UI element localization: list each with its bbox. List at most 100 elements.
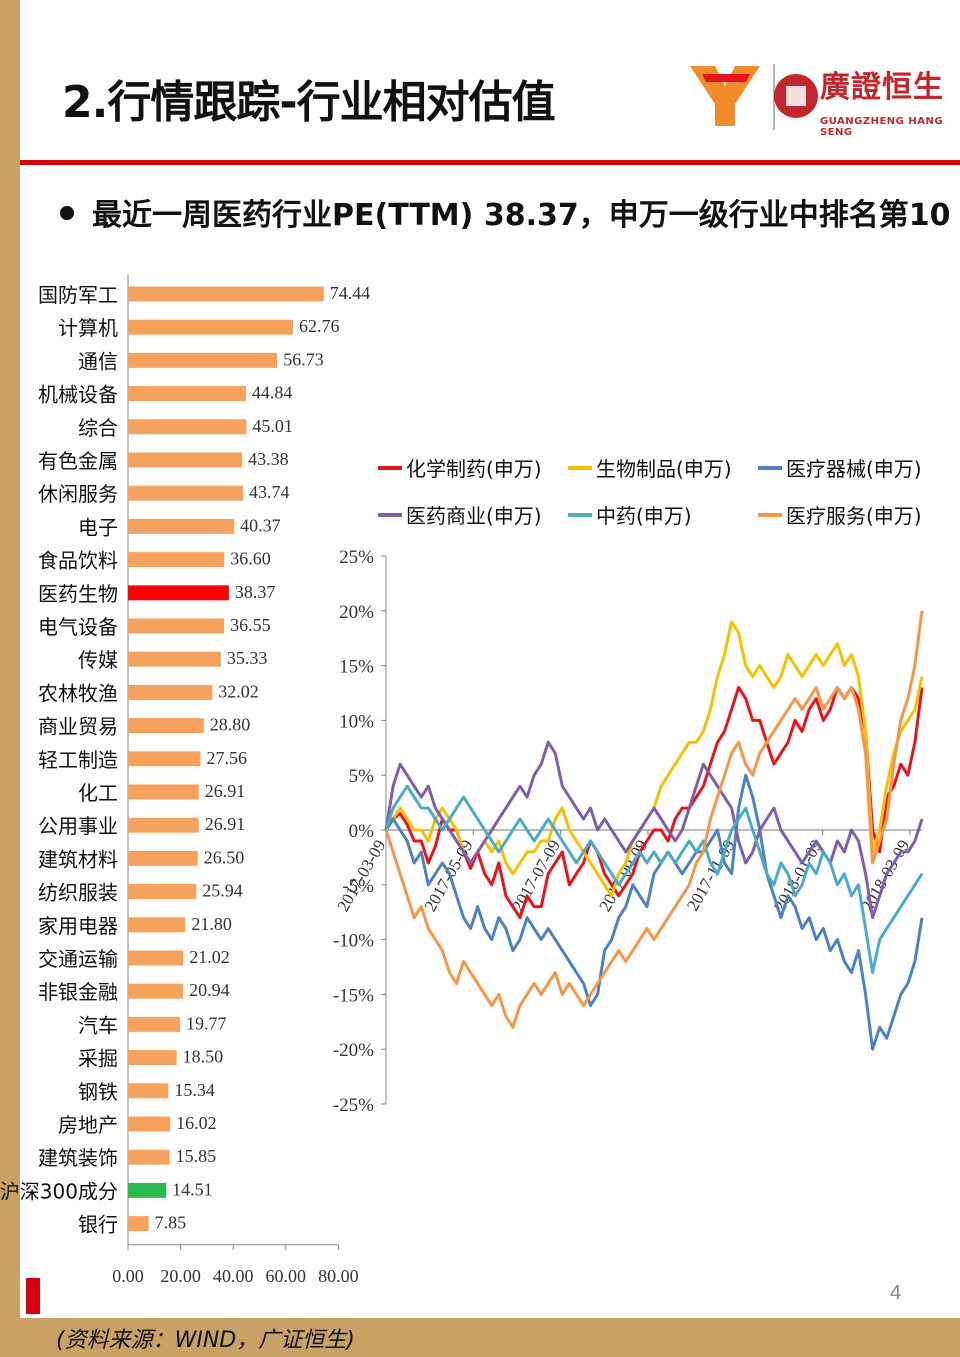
bar-category-label: 食品饮料	[38, 549, 118, 573]
bar-category-label: 房地产	[58, 1113, 118, 1137]
legend-label: 生物制品(申万)	[596, 457, 732, 481]
bar-category-label: 休闲服务	[38, 482, 118, 506]
bar	[128, 1216, 149, 1232]
legend-label: 医药商业(申万)	[406, 504, 542, 528]
bar-value-label: 43.38	[248, 449, 289, 469]
bar-value-label: 19.77	[186, 1013, 227, 1033]
legend-label: 中药(申万)	[596, 504, 692, 528]
bar-value-label: 35.33	[227, 648, 268, 668]
bar	[128, 784, 199, 800]
bar-category-label: 钢铁	[78, 1080, 118, 1104]
bar-value-label: 15.34	[174, 1080, 215, 1100]
bar-value-label: 36.55	[230, 615, 271, 635]
bar	[128, 452, 243, 468]
bar	[128, 352, 278, 368]
bar-value-label: 32.02	[218, 681, 258, 701]
bar-x-tick-label: 0.00	[112, 1266, 144, 1286]
bar-value-label: 14.51	[172, 1179, 213, 1199]
legend-label: 医疗服务(申万)	[786, 504, 922, 528]
line-y-tick-label: -15%	[333, 985, 374, 1006]
bar-x-tick-label: 60.00	[266, 1266, 307, 1286]
bar	[128, 319, 294, 335]
bar-category-label: 建筑装饰	[38, 1146, 118, 1170]
bar-value-label: 74.44	[330, 283, 371, 303]
charts-canvas: 国防军工 74.44 计算机 62.76 通信 56.73 机械设备 44.84 综合 45.01…	[0, 274, 924, 1286]
source-note: (资料来源：WIND，广证恒生)	[56, 1328, 355, 1353]
bar	[128, 618, 225, 634]
bar-category-label: 国防军工	[38, 283, 118, 307]
logo-english: GUANGZHENG HANG SENG	[820, 116, 944, 138]
bar	[128, 1116, 171, 1132]
bar-category-label: 家用电器	[38, 914, 118, 938]
bar-value-label: 7.85	[155, 1213, 187, 1233]
bar-category-label: 纺织服装	[38, 881, 118, 905]
series-line	[384, 610, 924, 1029]
bar-value-label: 21.02	[189, 947, 230, 967]
bar	[128, 552, 225, 568]
bar-value-label: 28.80	[210, 715, 251, 735]
bar-category-label: 非银金融	[38, 980, 118, 1004]
bar-value-label: 56.73	[283, 349, 324, 369]
title-divider	[20, 160, 960, 165]
pe-bar-chart: 国防军工 74.44 计算机 62.76 通信 56.73 机械设备 44.84 综合 45.01…	[0, 274, 370, 1286]
bar-x-tick-label: 20.00	[160, 1266, 201, 1286]
bar	[128, 850, 198, 866]
bar-category-label: 化工	[78, 781, 118, 805]
bar-category-label: 汽车	[78, 1013, 118, 1037]
bar	[128, 651, 221, 667]
bar-category-label: 建筑材料	[38, 847, 118, 871]
relative-return-line-chart: 25%20%15%10%5%0%-5%-10%-15%-20%-25%2017-…	[333, 457, 924, 1116]
bar	[128, 1016, 180, 1032]
bar-category-label: 商业贸易	[38, 715, 118, 739]
line-y-tick-label: -5%	[342, 876, 374, 897]
bar	[128, 386, 246, 402]
left-accent-bar	[0, 0, 20, 1357]
company-logo	[690, 64, 818, 130]
bar	[128, 585, 229, 601]
bar	[128, 518, 235, 534]
footer-accent	[26, 1278, 40, 1314]
bar-category-label: 机械设备	[38, 383, 118, 407]
bar-value-label: 44.84	[252, 383, 293, 403]
bar	[128, 1182, 167, 1198]
bar-value-label: 15.85	[176, 1146, 217, 1166]
series-line	[384, 784, 924, 974]
bar-category-label: 电子	[78, 515, 118, 539]
bar	[128, 1050, 177, 1066]
bar	[128, 419, 247, 435]
bar-value-label: 26.50	[204, 847, 245, 867]
bar-value-label: 16.02	[176, 1113, 217, 1133]
bar	[128, 751, 201, 767]
bar-x-tick-label: 40.00	[213, 1266, 254, 1286]
bar	[128, 950, 184, 966]
line-y-tick-label: 10%	[339, 711, 374, 732]
bar	[128, 917, 186, 933]
line-y-tick-label: 15%	[339, 657, 374, 678]
line-y-tick-label: -25%	[333, 1095, 374, 1116]
line-y-tick-label: 0%	[349, 821, 375, 842]
bar-category-label: 银行	[78, 1213, 118, 1237]
bar-category-label: 轻工制造	[38, 748, 118, 772]
subtitle: 最近一周医药行业PE(TTM) 38.37，申万一级行业中排名第10	[60, 190, 950, 234]
bar-value-label: 25.94	[202, 881, 243, 901]
bar-value-label: 27.56	[206, 748, 247, 768]
bar-category-label: 农林牧渔	[38, 681, 118, 705]
series-line	[384, 740, 924, 920]
page-number: 4	[890, 1282, 902, 1304]
legend-label: 化学制药(申万)	[406, 457, 542, 481]
line-y-tick-label: 20%	[339, 602, 374, 623]
bar-value-label: 26.91	[205, 814, 246, 834]
bar	[128, 485, 244, 501]
bar-value-label: 40.37	[240, 515, 281, 535]
line-x-tick-label: 2018-01-09	[770, 837, 826, 915]
bar-value-label: 18.50	[183, 1047, 224, 1067]
bullet-icon	[60, 205, 74, 220]
bar-category-label: 医药生物	[38, 582, 118, 606]
bar	[128, 983, 184, 999]
line-y-tick-label: -20%	[333, 1040, 374, 1061]
bar	[128, 286, 324, 302]
bar-value-label: 26.91	[205, 781, 246, 801]
subtitle-text: 最近一周医药行业PE(TTM) 38.37，申万一级行业中排名第10	[92, 198, 951, 233]
bar-value-label: 45.01	[252, 416, 292, 436]
line-y-tick-label: -10%	[333, 931, 374, 952]
